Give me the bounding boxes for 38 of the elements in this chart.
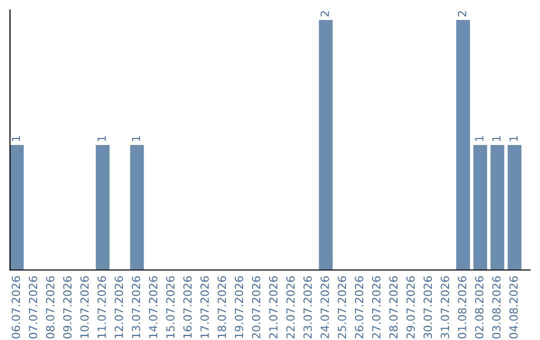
x-tick-label: 26.07.2026 bbox=[354, 276, 364, 338]
x-tick-label: 02.08.2026 bbox=[475, 276, 484, 338]
x-tick-label: 09.07.2026 bbox=[63, 276, 72, 338]
x-tick-label: 28.07.2026 bbox=[389, 276, 398, 338]
data-label: 2 bbox=[320, 11, 329, 16]
x-tick-label: 19.07.2026 bbox=[234, 276, 244, 338]
x-tick-label: 17.07.2026 bbox=[200, 276, 209, 338]
x-tick-label: 21.07.2026 bbox=[269, 276, 278, 338]
data-label: 1 bbox=[492, 136, 500, 141]
x-tick-label: 18.07.2026 bbox=[218, 276, 226, 338]
x-tick-label: 16.07.2026 bbox=[183, 276, 192, 338]
data-label: 1 bbox=[98, 136, 106, 141]
x-tick-label: 27.07.2026 bbox=[372, 276, 380, 338]
data-label: 1 bbox=[12, 136, 20, 141]
x-tick-label: 15.07.2026 bbox=[166, 276, 175, 338]
data-label: 1 bbox=[510, 136, 518, 141]
x-tick-label: 13.07.2026 bbox=[132, 276, 140, 338]
x-tick-label: 22.07.2026 bbox=[286, 276, 295, 338]
x-tick-label: 08.07.2026 bbox=[46, 276, 54, 338]
x-tick-label: 30.07.2026 bbox=[424, 276, 432, 338]
x-tick-label: 29.07.2026 bbox=[406, 276, 415, 338]
x-tick-label: 23.07.2026 bbox=[303, 276, 312, 338]
x-tick-label: 31.07.2026 bbox=[440, 276, 450, 338]
x-tick-label: 12.07.2026 bbox=[114, 276, 124, 338]
x-tick-label: 24.07.2026 bbox=[320, 276, 329, 338]
x-tick-label: 04.08.2026 bbox=[509, 276, 518, 338]
x-tick-label: 07.07.2026 bbox=[28, 276, 38, 338]
x-tick-label: 11.07.2026 bbox=[97, 276, 106, 338]
x-tick-label: 25.07.2026 bbox=[338, 276, 346, 338]
x-tick-label: 06.07.2026 bbox=[12, 276, 20, 338]
data-label: 1 bbox=[475, 136, 484, 141]
data-label: 2 bbox=[458, 11, 466, 16]
x-tick-label: 10.07.2026 bbox=[80, 276, 89, 338]
data-label: 1 bbox=[132, 136, 140, 141]
x-tick-label: 03.08.2026 bbox=[492, 276, 501, 338]
x-tick-label: 01.08.2026 bbox=[458, 276, 466, 338]
x-tick-label: 14.07.2026 bbox=[148, 276, 158, 338]
x-tick-label: 20.07.2026 bbox=[252, 276, 260, 338]
